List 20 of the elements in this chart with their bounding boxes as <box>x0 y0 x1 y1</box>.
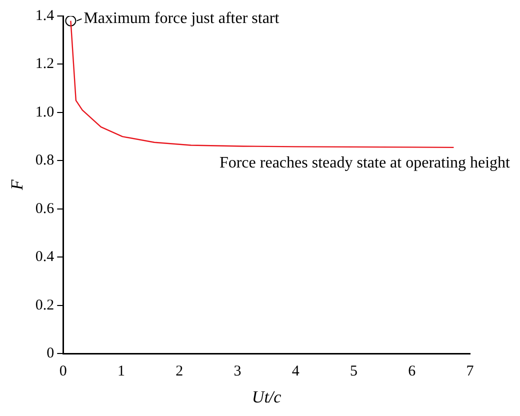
x-tick-label: 5 <box>350 364 358 380</box>
y-tick-label: 0.8 <box>35 152 54 169</box>
annotation: Force reaches steady state at operating height <box>219 154 511 172</box>
y-tick-label: 1.4 <box>35 8 55 24</box>
x-tick-label: 3 <box>234 364 242 380</box>
x-tick-label: 1 <box>118 364 126 380</box>
y-tick-label: 0 <box>46 346 54 362</box>
x-tick-label: 2 <box>176 364 184 380</box>
x-tick-label: 7 <box>466 364 474 380</box>
y-tick-label: 1.2 <box>35 56 54 72</box>
y-tick-label: 0.4 <box>35 249 55 266</box>
x-tick-label: 6 <box>408 364 416 380</box>
x-axis-title: Ut/c <box>252 387 282 406</box>
y-tick-label: 1.0 <box>35 104 54 120</box>
annotation: Maximum force just after start <box>84 10 280 28</box>
x-tick-label: 4 <box>292 364 300 380</box>
y-tick-label: 0.6 <box>35 200 55 217</box>
y-axis-title: F <box>8 178 27 191</box>
y-tick-label: 0.2 <box>35 297 54 314</box>
x-tick-label: 0 <box>59 364 67 380</box>
